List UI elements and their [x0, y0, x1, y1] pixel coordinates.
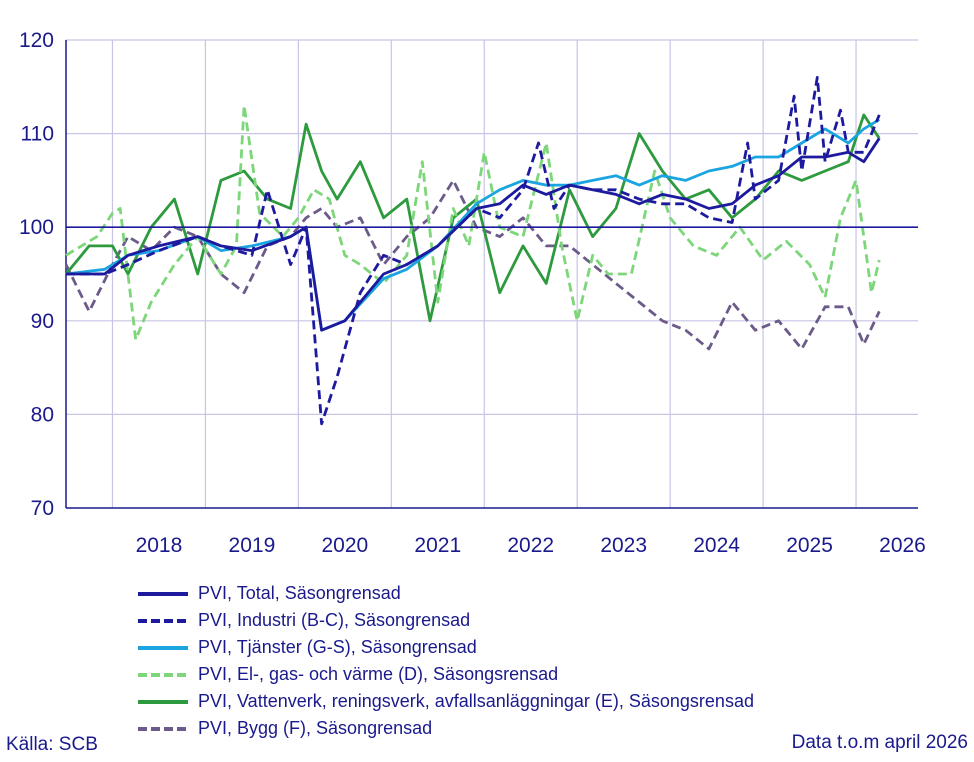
x-tick-label: 2020: [321, 534, 368, 557]
y-tick-label: 100: [19, 216, 54, 239]
series-line-5: [64, 178, 881, 351]
legend-label: PVI, El-, gas- och värme (D), Säsongsren…: [198, 664, 559, 684]
x-tick-label: 2021: [414, 534, 461, 557]
y-tick-label: 110: [21, 123, 54, 146]
legend-swatch-industri: [138, 618, 188, 623]
series-line-3: [65, 104, 881, 341]
x-tick-label: 2024: [693, 534, 740, 557]
x-tick-label: 2019: [229, 534, 276, 557]
x-tick-label: 2022: [507, 534, 554, 557]
legend-item: PVI, Tjänster (G-S), Säsongrensad: [138, 634, 754, 661]
legend-swatch-tjanster: [138, 645, 188, 650]
source-note: Källa: SCB: [6, 734, 98, 755]
legend-swatch-bygg: [138, 726, 188, 731]
legend-item: PVI, Vattenverk, reningsverk, avfallsanl…: [138, 688, 754, 715]
legend-item: PVI, Bygg (F), Säsongrensad: [138, 715, 754, 742]
series-line-1: [66, 76, 881, 426]
x-tick-label: 2025: [786, 534, 833, 557]
y-tick-label: 70: [31, 497, 54, 520]
legend-label: PVI, Total, Säsongrensad: [198, 583, 401, 603]
legend-label: PVI, Bygg (F), Säsongrensad: [198, 718, 433, 738]
x-tick-label: 2018: [136, 534, 183, 557]
series-line-4: [64, 113, 881, 323]
legend-item: PVI, El-, gas- och värme (D), Säsongsren…: [138, 661, 754, 688]
x-tick-label: 2023: [600, 534, 647, 557]
legend-item: PVI, Industri (B-C), Säsongrensad: [138, 607, 754, 634]
legend: PVI, Total, Säsongrensad PVI, Industri (…: [138, 580, 754, 742]
series-line-0: [66, 137, 881, 332]
line-chart: 70 80 90 100 110 120 2018 2019 2020 2021 2022 2023 2…: [19, 29, 926, 557]
y-tick-label: 90: [31, 310, 54, 333]
legend-label: PVI, Vattenverk, reningsverk, avfallsanl…: [198, 691, 754, 711]
y-tick-label: 80: [31, 403, 54, 426]
legend-label: PVI, Industri (B-C), Säsongrensad: [198, 610, 471, 630]
legend-swatch-total: [138, 591, 188, 596]
legend-swatch-vattenverk: [138, 699, 188, 704]
x-tick-label: 2026: [879, 534, 926, 557]
legend-label: PVI, Tjänster (G-S), Säsongrensad: [198, 637, 477, 657]
legend-item: PVI, Total, Säsongrensad: [138, 580, 754, 607]
y-tick-label: 120: [19, 29, 54, 52]
legend-swatch-el-gas: [138, 672, 188, 677]
data-range-note: Data t.o.m april 2026: [791, 732, 968, 753]
